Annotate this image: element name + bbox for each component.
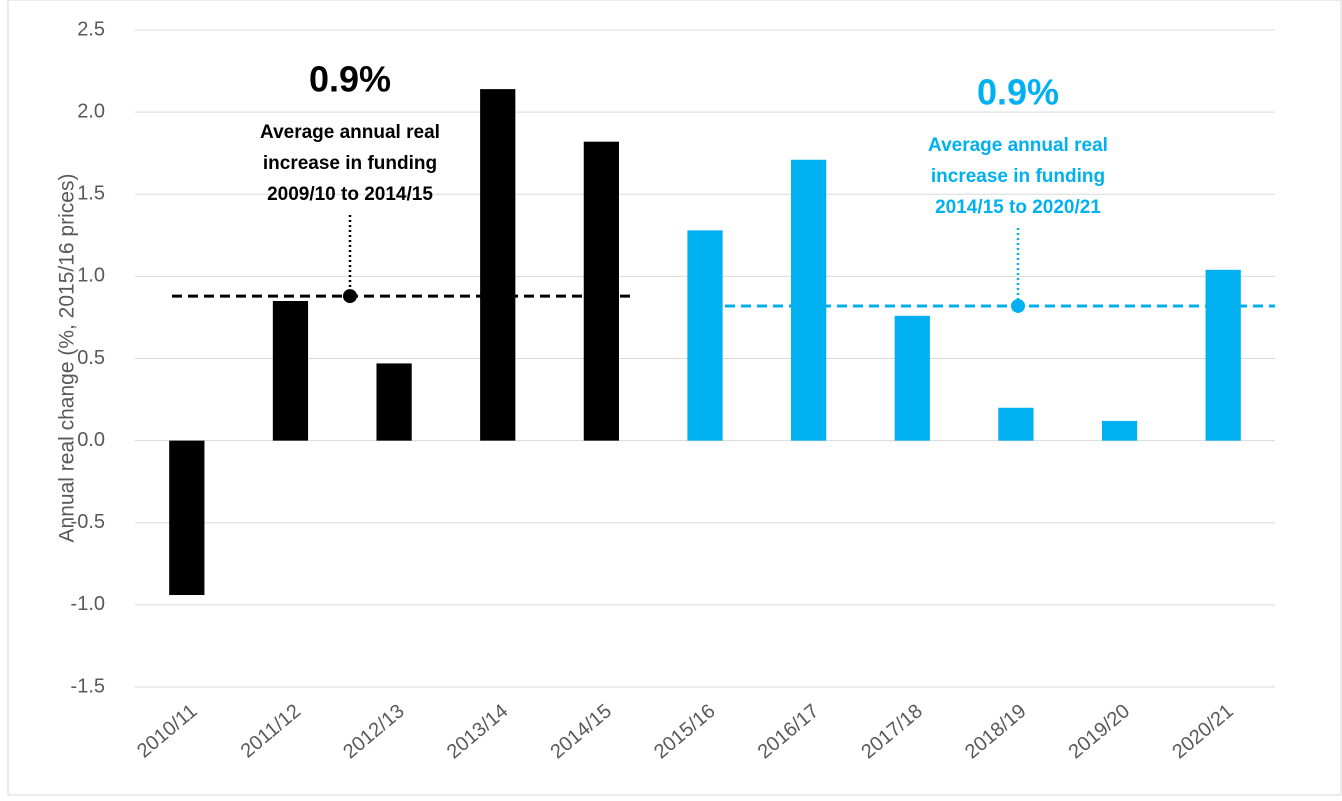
bar	[998, 407, 1034, 441]
average-value: 0.9%	[309, 59, 391, 100]
bar	[169, 440, 205, 596]
bar	[894, 315, 930, 441]
y-tick-label: 0.5	[77, 347, 105, 369]
bar	[687, 230, 723, 441]
bar	[583, 141, 619, 441]
average-dot	[343, 289, 357, 304]
y-tick-label: 2.5	[77, 18, 105, 40]
bar	[1101, 420, 1138, 441]
bar	[791, 159, 827, 441]
average-note: 2014/15 to 2020/21	[935, 197, 1101, 218]
average-note: Average annual real	[260, 122, 440, 143]
bar	[272, 301, 309, 441]
average-note: Average annual real	[928, 135, 1108, 156]
y-tick-label: -1.5	[71, 675, 105, 697]
y-axis-label: Annual real change (%, 2015/16 prices)	[56, 174, 79, 543]
average-value: 0.9%	[977, 72, 1059, 113]
average-dot	[1011, 298, 1025, 313]
y-tick-label: 2.0	[77, 100, 105, 122]
bar	[480, 89, 516, 441]
y-tick-label: 1.5	[77, 183, 105, 205]
average-note: increase in funding	[931, 166, 1105, 187]
y-tick-label: -0.5	[71, 511, 105, 533]
chart-border	[7, 0, 1342, 796]
bar	[1205, 269, 1241, 441]
bar	[376, 363, 412, 441]
y-tick-label: 0.0	[77, 429, 105, 451]
y-tick-label: 1.0	[77, 265, 105, 287]
y-tick-label: -1.0	[71, 593, 105, 615]
average-note: increase in funding	[263, 153, 437, 174]
average-note: 2009/10 to 2014/15	[267, 184, 433, 205]
